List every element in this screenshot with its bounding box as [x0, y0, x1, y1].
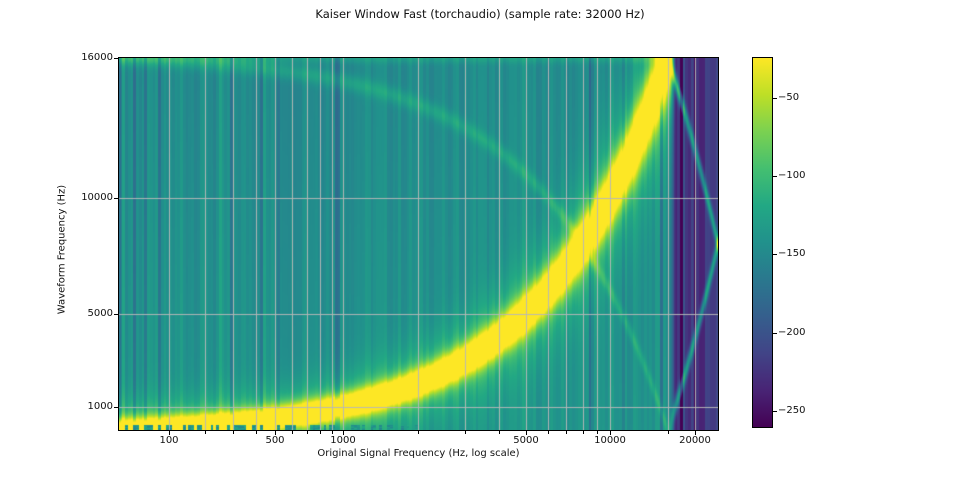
colorbar-tick-label: −250 [778, 405, 806, 416]
x-major-tick [343, 431, 344, 435]
colorbar-tick-label: −150 [778, 248, 806, 259]
x-tick-label: 500 [265, 435, 285, 446]
x-tick-label: 10000 [594, 435, 626, 446]
colorbar-tick [773, 254, 777, 255]
y-tick [114, 407, 118, 408]
x-minor-tick [332, 431, 333, 434]
x-minor-tick [668, 431, 669, 434]
x-minor-tick [597, 431, 598, 434]
colorbar-tick [773, 98, 777, 99]
x-tick-label: 5000 [513, 435, 539, 446]
x-minor-tick [256, 431, 257, 434]
colorbar-tick [773, 333, 777, 334]
x-major-tick [695, 431, 696, 435]
x-major-tick [169, 431, 170, 435]
x-tick-label: 20000 [679, 435, 711, 446]
y-axis-label: Waveform Frequency (Hz) [56, 184, 68, 315]
x-minor-tick [205, 431, 206, 434]
x-major-tick [526, 431, 527, 435]
chart-title: Kaiser Window Fast (torchaudio) (sample … [315, 7, 645, 21]
x-minor-tick [465, 431, 466, 434]
y-tick-label: 1000 [87, 401, 113, 412]
x-minor-tick [548, 431, 549, 434]
x-major-tick [610, 431, 611, 435]
colorbar-tick [773, 411, 777, 412]
x-minor-tick [418, 431, 419, 434]
colorbar-spine [752, 57, 773, 428]
x-tick-label: 1000 [330, 435, 356, 446]
x-minor-tick [233, 431, 234, 434]
x-tick-label: 100 [159, 435, 179, 446]
x-minor-tick [292, 431, 293, 434]
x-minor-tick [320, 431, 321, 434]
y-tick-label: 5000 [87, 308, 113, 319]
y-tick [114, 58, 118, 59]
colorbar-tick-label: −100 [778, 170, 806, 181]
x-minor-tick [583, 431, 584, 434]
x-axis-label: Original Signal Frequency (Hz, log scale… [317, 448, 520, 459]
heatmap-canvas [119, 58, 718, 430]
y-tick-label: 10000 [81, 192, 113, 203]
y-tick [114, 198, 118, 199]
x-major-tick [275, 431, 276, 435]
x-minor-tick [566, 431, 567, 434]
colorbar-tick [773, 176, 777, 177]
colorbar-tick-label: −200 [778, 327, 806, 338]
y-tick [114, 314, 118, 315]
y-tick-label: 16000 [81, 52, 113, 63]
x-minor-tick [307, 431, 308, 434]
colorbar-tick-label: −50 [778, 92, 800, 103]
x-minor-tick [499, 431, 500, 434]
colorbar-gradient [753, 58, 772, 427]
